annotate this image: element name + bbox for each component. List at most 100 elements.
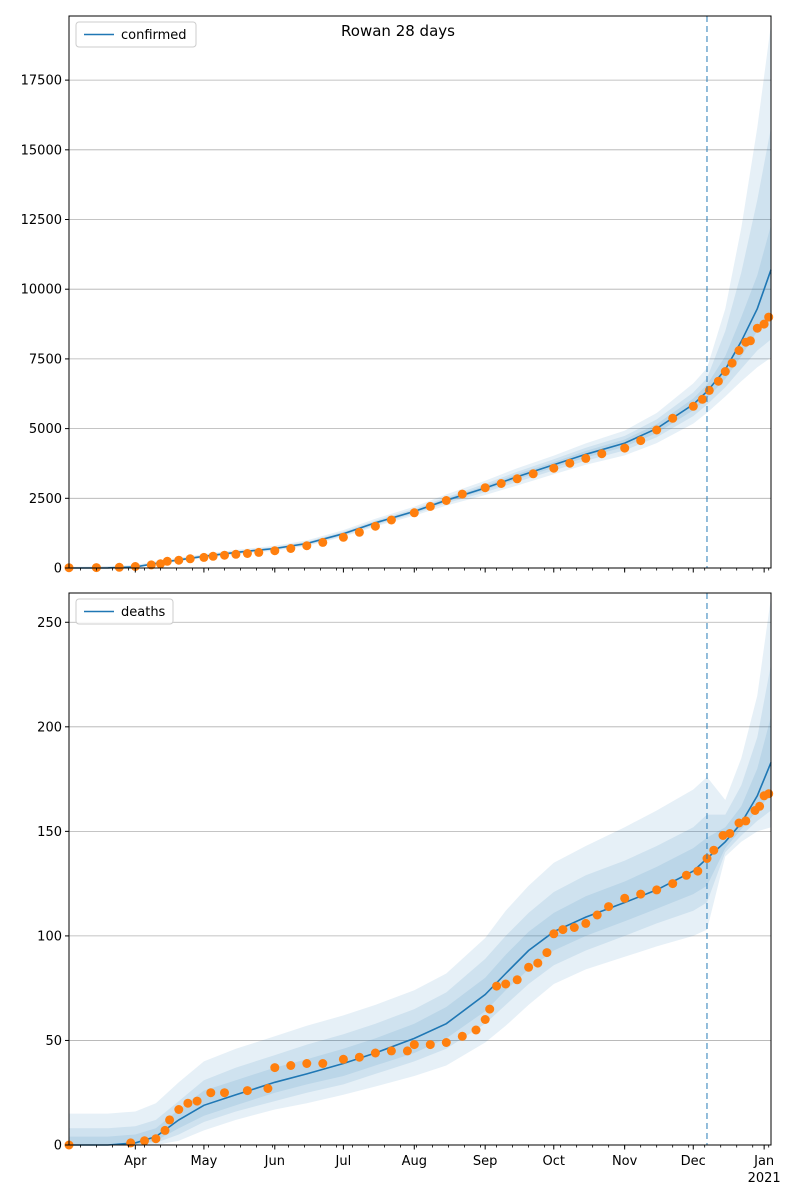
observed-point — [718, 831, 728, 840]
observed-point — [370, 521, 380, 531]
legend-box — [75, 598, 174, 625]
observed-point — [174, 555, 184, 565]
observed-point — [220, 1088, 229, 1098]
observed-point — [604, 902, 614, 912]
observed-point — [581, 453, 591, 463]
observed-point — [206, 1088, 216, 1098]
y-tick-label: 100 — [37, 929, 62, 944]
observed-point — [636, 436, 646, 446]
observed-point — [693, 866, 703, 876]
y-tick-label: 10000 — [21, 283, 62, 298]
x-tick-label: Jul — [335, 1154, 352, 1169]
observed-point — [386, 1046, 396, 1056]
x-tick-label: Jun — [264, 1154, 285, 1169]
observed-point — [254, 547, 264, 557]
x-tick-label: Dec — [681, 1154, 706, 1169]
legend-label: confirmed — [121, 28, 187, 43]
observed-point — [704, 385, 714, 395]
observed-point — [764, 312, 774, 322]
observed-point — [126, 1138, 136, 1148]
y-tick-label: 200 — [37, 720, 62, 735]
observed-point — [558, 925, 568, 935]
observed-point — [242, 549, 252, 558]
observed-point — [386, 515, 396, 525]
observed-point — [764, 789, 774, 799]
observed-point — [485, 1004, 495, 1014]
observed-point — [727, 358, 737, 368]
legend: deaths — [75, 598, 174, 625]
observed-point — [441, 496, 451, 505]
observed-point — [725, 829, 735, 838]
observed-point — [263, 1084, 273, 1093]
observed-point — [581, 918, 591, 928]
observed-point — [183, 1098, 193, 1108]
legend-box — [75, 21, 197, 48]
observed-point — [636, 889, 646, 899]
observed-point — [174, 1105, 184, 1114]
observed-point — [512, 975, 522, 985]
uncertainty-band-1 — [69, 24, 771, 568]
x-tick-label: Sep — [473, 1154, 498, 1169]
observed-point — [652, 885, 662, 895]
confirmed-panel: 0 2500 5000 7500 10000 12500 15000 17500 confirm… — [21, 15, 774, 577]
observed-point — [160, 1125, 170, 1135]
x-tick-label: Nov — [612, 1154, 638, 1169]
observed-point — [318, 537, 328, 547]
observed-point — [734, 818, 744, 828]
y-tick-label: 7500 — [29, 352, 62, 367]
observed-point — [620, 443, 630, 453]
observed-point — [231, 549, 241, 559]
observed-point — [140, 1136, 149, 1146]
y-tick-label: 2500 — [29, 492, 62, 507]
observed-point — [549, 929, 559, 939]
observed-point — [549, 463, 559, 473]
observed-point — [286, 1061, 296, 1070]
y-tick-label: 0 — [54, 1139, 62, 1154]
uncertainty-band-2 — [69, 664, 771, 1145]
observed-point — [524, 962, 534, 972]
observed-point — [402, 1046, 412, 1056]
observed-point — [471, 1025, 481, 1035]
x-year-label: 2021 — [748, 1171, 781, 1186]
observed-point — [286, 544, 296, 553]
observed-point — [409, 508, 419, 518]
observed-point — [597, 449, 607, 459]
observed-point — [199, 552, 209, 562]
observed-point — [208, 551, 218, 561]
y-tick-label: 50 — [45, 1034, 62, 1049]
observed-point — [318, 1059, 328, 1068]
observed-point — [668, 413, 678, 423]
x-tick-label: May — [190, 1154, 217, 1169]
observed-point — [681, 870, 691, 880]
observed-point — [688, 401, 698, 411]
deaths-panel: 0 50 100 150 200 250 Apr May Jun Jul Aug Sep Oct Nov D… — [37, 592, 781, 1186]
observed-point — [512, 474, 522, 484]
observed-point — [709, 845, 719, 855]
observed-point — [165, 1115, 175, 1125]
observed-point — [542, 948, 552, 958]
observed-point — [409, 1040, 419, 1050]
observed-point — [620, 893, 630, 903]
x-tick-label: Aug — [402, 1154, 427, 1169]
observed-point — [192, 1096, 202, 1106]
observed-point — [425, 501, 435, 511]
observed-point — [146, 560, 156, 570]
observed-point — [220, 550, 229, 560]
observed-point — [752, 323, 762, 333]
observed-point — [528, 469, 538, 479]
y-tick-label: 12500 — [21, 213, 62, 228]
uncertainty-band-2 — [69, 127, 771, 568]
observed-point — [759, 319, 769, 329]
observed-point — [425, 1040, 435, 1050]
observed-point — [162, 556, 172, 566]
observed-point — [302, 541, 312, 551]
observed-point — [592, 910, 602, 920]
x-tick-label: Oct — [543, 1154, 565, 1169]
observed-point — [338, 1054, 348, 1064]
observed-point — [114, 562, 124, 572]
observed-point — [151, 1134, 161, 1144]
observed-point — [713, 376, 723, 386]
observed-point — [457, 1031, 467, 1041]
axes-frame — [68, 15, 772, 569]
